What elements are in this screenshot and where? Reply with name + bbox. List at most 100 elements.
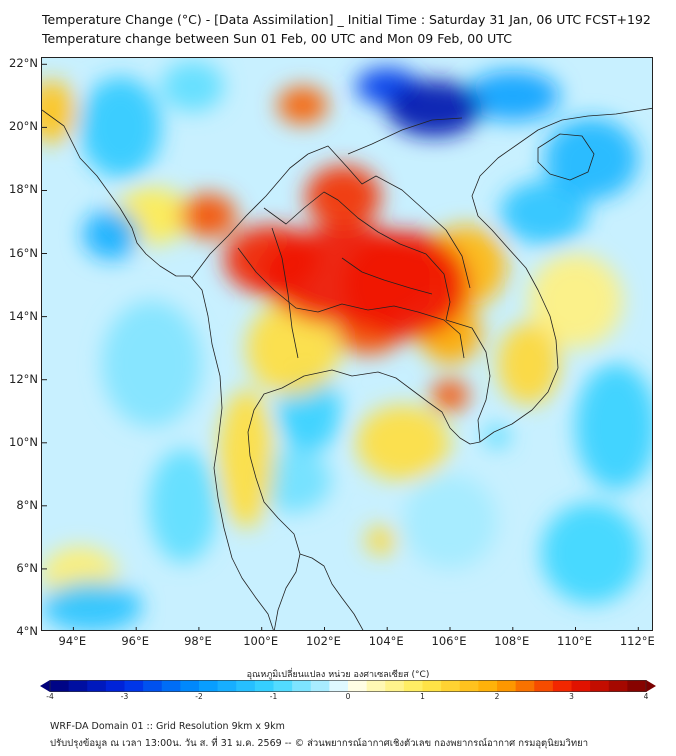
temperature-field xyxy=(42,61,652,630)
field-anomaly-30 xyxy=(305,165,381,229)
lat-label: 4°N xyxy=(16,624,38,638)
colorbar-segment xyxy=(124,680,144,692)
field-anomaly-24 xyxy=(465,70,560,121)
lat-label: 22°N xyxy=(9,56,38,71)
colorbar-segment xyxy=(254,680,275,692)
border-thai-laos xyxy=(263,191,451,321)
coastline-vietnam xyxy=(471,107,652,443)
lon-label: 100°E xyxy=(243,634,279,648)
colorbar-segment xyxy=(590,680,610,692)
colorbar-tick-label: 3 xyxy=(569,692,574,701)
coastline-malay xyxy=(299,553,364,630)
coastlines-and-borders xyxy=(42,107,652,630)
colorbar-segment xyxy=(50,680,70,692)
colorbar-tick-label: -2 xyxy=(195,692,203,701)
field-anomaly-7 xyxy=(484,425,510,448)
field-anomaly-16 xyxy=(365,526,397,555)
field-anomaly-17 xyxy=(497,322,560,405)
lon-label: 112°E xyxy=(619,634,655,648)
field-anomaly-3 xyxy=(255,449,331,513)
colorbar xyxy=(40,680,656,692)
graticule xyxy=(42,63,639,630)
colorbar-segment xyxy=(534,680,554,692)
colorbar-segment xyxy=(68,680,88,692)
lon-label: 98°E xyxy=(184,634,212,648)
field-anomaly-34 xyxy=(343,231,469,339)
field-anomaly-19 xyxy=(42,581,143,630)
field-anomaly-11 xyxy=(575,363,652,491)
colorbar-segment xyxy=(478,680,498,692)
colorbar-tick-label: -1 xyxy=(269,692,278,701)
field-anomaly-1 xyxy=(101,300,202,427)
colorbar-segments xyxy=(40,680,656,692)
colorbar-segment xyxy=(627,680,647,692)
field-anomaly-9 xyxy=(541,502,642,604)
lon-label: 102°E xyxy=(305,634,341,648)
field-anomaly-6 xyxy=(148,449,218,563)
field-anomaly-14 xyxy=(217,389,275,528)
lat-label: 18°N xyxy=(9,182,38,197)
colorbar-segment xyxy=(310,680,330,692)
lat-label: 12°N xyxy=(9,371,38,386)
border-provinces-3 xyxy=(271,227,299,359)
colorbar-segment xyxy=(236,680,256,692)
colorbar-segment xyxy=(459,680,479,692)
border-cambodia-vietnam xyxy=(445,319,491,443)
field-anomaly-21 xyxy=(42,80,77,144)
colorbar-segment xyxy=(105,680,126,692)
field-anomaly-22 xyxy=(82,209,140,260)
map-title-line-1: Temperature Change (°C) - [Data Assimila… xyxy=(42,12,651,27)
colorbar-segment xyxy=(571,680,591,692)
border-vietnam-china xyxy=(347,117,463,155)
field-anomaly-35 xyxy=(387,80,482,137)
lat-label: 14°N xyxy=(9,308,38,323)
colorbar-tick-label: 2 xyxy=(494,692,500,701)
colorbar-tick-label: 0 xyxy=(345,692,351,701)
colorbar-segment xyxy=(497,680,517,692)
colorbar-segment xyxy=(403,680,424,692)
coastline-west xyxy=(42,109,274,630)
colorbar-segment xyxy=(180,680,200,692)
lon-label: 110°E xyxy=(557,634,593,648)
footer-credit: ปรับปรุงข้อมูล ณ เวลา 13:00น. วัน ส. ที่… xyxy=(50,738,589,749)
map-panel xyxy=(41,57,653,631)
colorbar-segment xyxy=(366,680,386,692)
footer-model-info: WRF-DA Domain 01 :: Grid Resolution 9km … xyxy=(50,721,285,732)
lon-label: 96°E xyxy=(121,634,149,648)
colorbar-segment xyxy=(273,680,293,692)
colorbar-segment xyxy=(292,680,312,692)
border-thai-cambodia xyxy=(317,303,465,359)
colorbar-segment xyxy=(552,680,573,692)
colorbar-segment xyxy=(515,680,535,692)
field-anomaly-15 xyxy=(79,76,162,178)
colorbar-tick-label: 4 xyxy=(643,692,649,701)
lat-label: 8°N xyxy=(16,497,38,512)
lat-label: 10°N xyxy=(9,434,38,449)
colorbar-segment xyxy=(441,680,461,692)
lon-label: 94°E xyxy=(58,634,87,648)
field-anomaly-28 xyxy=(431,379,469,412)
border-provinces-2 xyxy=(341,257,433,295)
coastline-gulf xyxy=(247,369,481,630)
lat-label: 20°N xyxy=(9,119,38,134)
colorbar-segment xyxy=(143,680,163,692)
field-anomaly-26 xyxy=(277,86,328,125)
colorbar-segment xyxy=(329,680,349,692)
lat-label: 16°N xyxy=(9,245,38,260)
colorbar-segment xyxy=(422,680,442,692)
colorbar-segment xyxy=(217,680,237,692)
field-anomaly-12 xyxy=(246,300,341,396)
field-anomaly-13 xyxy=(355,405,450,481)
colorbar-segment xyxy=(199,680,219,692)
lon-label: 108°E xyxy=(494,634,530,648)
field-anomaly-27 xyxy=(180,193,237,238)
border-provinces-1 xyxy=(237,247,319,313)
temperature-change-map xyxy=(42,58,652,630)
colorbar-extend-min xyxy=(40,680,50,692)
colorbar-segment xyxy=(608,680,628,692)
colorbar-tick-label: 1 xyxy=(420,692,425,701)
colorbar-segment xyxy=(161,680,181,692)
colorbar-outline xyxy=(49,680,647,692)
colorbar-tick-label: -4 xyxy=(46,692,54,701)
coastline-hainan xyxy=(537,133,595,181)
